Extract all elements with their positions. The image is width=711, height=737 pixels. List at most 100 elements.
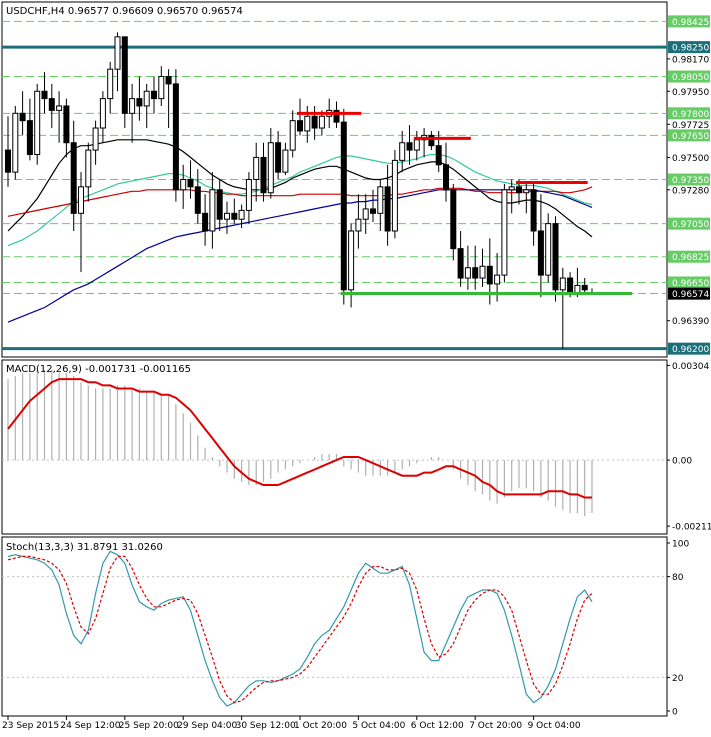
candle-body-bull: [238, 209, 245, 220]
candle-body-bull: [158, 76, 165, 100]
price-label-bg: [668, 15, 710, 28]
price-label-bg: [668, 107, 710, 120]
stoch-tick-label: 80: [672, 573, 684, 583]
price-label: 0.96200: [672, 345, 709, 355]
candle-body-bull: [267, 142, 274, 194]
candle-body-bear: [443, 164, 449, 191]
stoch-main-line: [7, 550, 593, 707]
price-label: 0.96390: [672, 317, 709, 327]
candle-body-bull: [413, 139, 420, 151]
candle-body-bull: [289, 120, 296, 151]
candle-body-bull: [545, 223, 552, 276]
candle-body-bull: [143, 90, 150, 107]
time-tick-label: 29 Sep 04:00: [177, 721, 237, 731]
price-label: 0.96650: [672, 279, 709, 289]
candle-body-bear: [194, 186, 201, 214]
candle-body-bear: [275, 142, 282, 173]
candle-body-bull: [304, 115, 311, 132]
candle-body-bear: [370, 208, 376, 214]
candle-body-bear: [216, 189, 223, 220]
moving-average-line: [7, 186, 593, 217]
current-price-label: 0.96574: [672, 290, 709, 300]
candle-body-bull: [78, 186, 84, 214]
price-label-bg: [668, 217, 710, 230]
price-label-bg: [668, 70, 710, 83]
candle-body-bear: [70, 142, 77, 214]
price-label: 0.97950: [672, 88, 709, 98]
candle-body-bear: [333, 109, 340, 123]
moving-average-line: [7, 153, 593, 247]
candle-body-bull: [245, 179, 252, 211]
macd-plot: 0.00304 0.00 -0.002119: [2, 362, 711, 533]
candle-body-bull: [355, 218, 362, 232]
macd-tick-label: 0.00304: [672, 362, 709, 372]
candle-body-bear: [581, 284, 588, 291]
price-label: 0.97050: [672, 220, 709, 230]
candle-body-bear: [151, 90, 157, 100]
candle-body-bull: [209, 189, 216, 232]
stoch-tick-label: 20: [672, 674, 684, 684]
price-label: 0.97800: [672, 110, 709, 120]
candle-body-bull: [377, 186, 384, 214]
candle-body-bear: [435, 145, 442, 166]
candle-body-bull: [92, 127, 99, 151]
time-tick-label: 1 Oct 20:00: [294, 721, 347, 731]
candle-body-bull: [253, 156, 260, 180]
candle-body-bear: [26, 120, 33, 155]
candle-body-bear: [311, 115, 318, 129]
macd-tick-label: 0.00: [672, 457, 692, 467]
main-panel-title: USDCHF,H4 0.96577 0.96609 0.96570 0.9657…: [6, 6, 243, 17]
candle-body-bear: [428, 134, 435, 147]
candle-body-bear: [486, 265, 493, 285]
time-tick-label: 9 Oct 04:00: [528, 721, 581, 731]
candle-body-bear: [567, 277, 574, 294]
candle-body-bear: [5, 149, 11, 173]
candle-body-bull: [348, 230, 355, 291]
candle-body-bull: [362, 208, 369, 220]
support-resistance-lines: [297, 111, 632, 295]
candle-body-bull: [34, 90, 41, 155]
candle-body-bear: [552, 223, 559, 291]
stoch-panel-title: Stoch(13,3,3) 31.8791 31.0260: [6, 542, 163, 553]
price-label: 0.98425: [672, 18, 709, 28]
candle-body-bull: [494, 274, 501, 285]
macd-signal-line: [7, 378, 592, 499]
price-label: 0.97725: [672, 121, 709, 131]
candle-body-bear: [165, 76, 172, 85]
candle-body-bear: [260, 156, 267, 194]
candle-body-bear: [340, 121, 347, 291]
candle-body-bull: [391, 159, 398, 232]
time-tick-label: 25 Sep 20:00: [119, 721, 179, 731]
candle-body-bear: [537, 230, 544, 276]
stoch-tick-label: 0: [672, 708, 678, 718]
candle-body-bear: [516, 186, 522, 194]
candle-body-bull: [559, 277, 566, 291]
macd-panel-frame: [1, 359, 668, 535]
candle-body-bull: [56, 105, 63, 111]
time-tick-label: 7 Oct 20:00: [469, 721, 522, 731]
candle-body-bear: [530, 189, 537, 232]
candle-body-bull: [85, 149, 92, 188]
stoch-panel-frame: [1, 536, 668, 717]
price-label: 0.98170: [672, 55, 709, 65]
candle-body-bull: [99, 98, 106, 129]
price-label: 0.98250: [672, 44, 709, 54]
moving-averages: [7, 139, 593, 323]
price-label: 0.97280: [672, 186, 709, 196]
price-label-bg: [668, 276, 710, 289]
candle-body-bull: [508, 186, 515, 191]
candle-body-bear: [297, 120, 303, 132]
current-price-bg: [668, 287, 710, 300]
price-label: 0.97350: [672, 176, 709, 186]
stoch-plot: 100 80 20 0: [2, 540, 689, 718]
candle-body-bull: [12, 112, 19, 173]
candle-body-bear: [457, 248, 464, 279]
macd-tick-label: -0.002119: [672, 523, 711, 533]
moving-average-line: [7, 139, 593, 238]
time-tick-label: 24 Sep 12:00: [60, 721, 120, 731]
